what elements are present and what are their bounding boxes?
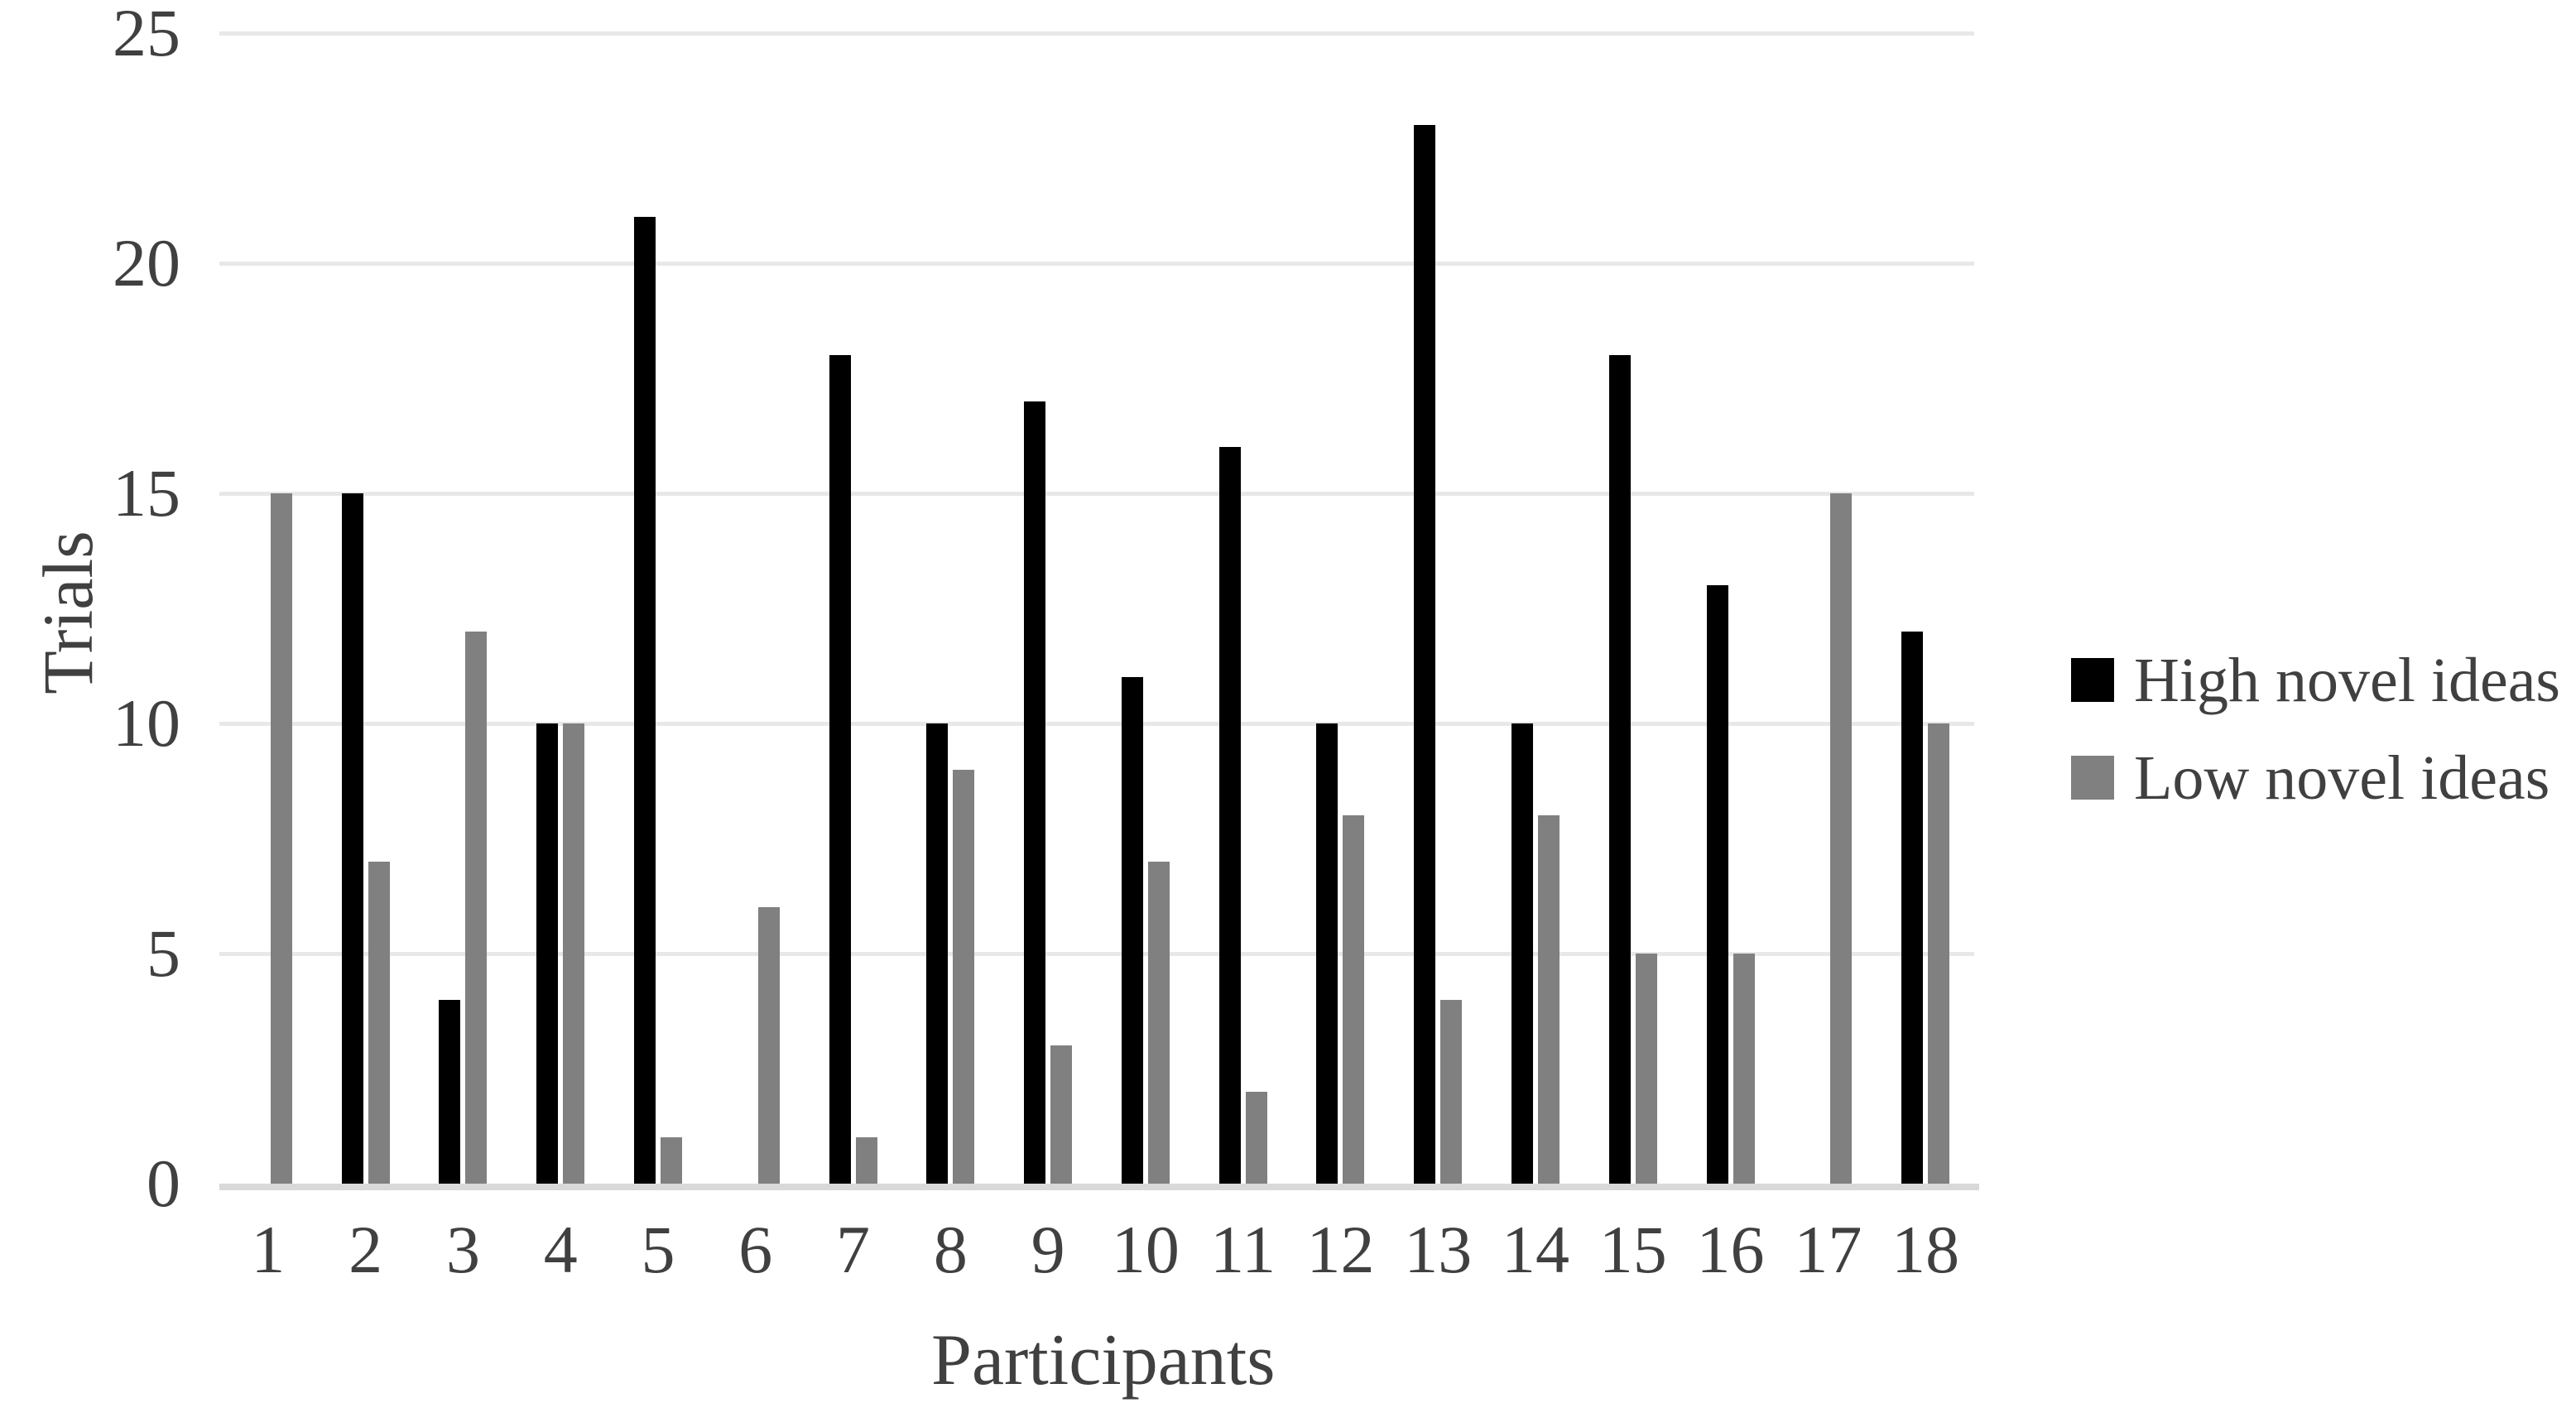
gridline-y-15: [219, 492, 1974, 496]
legend-swatch-low-icon: [2071, 756, 2114, 800]
x-tick-label-5: 5: [641, 1212, 675, 1287]
plot-area: [219, 31, 1974, 1184]
bar-low-participant-11: [1245, 1091, 1267, 1184]
gridline-y-10: [219, 722, 1974, 726]
bar-low-participant-14: [1538, 815, 1560, 1184]
bar-low-participant-10: [1147, 861, 1170, 1184]
legend-item-high-novel-ideas: High novel ideas: [2071, 649, 2560, 712]
x-tick-label-3: 3: [445, 1212, 480, 1287]
x-tick-label-16: 16: [1696, 1212, 1765, 1287]
x-tick-label-9: 9: [1031, 1212, 1065, 1287]
bar-low-participant-1: [270, 493, 292, 1184]
bar-high-participant-9: [1024, 401, 1046, 1184]
bar-low-participant-4: [563, 723, 585, 1184]
y-tick-label-15: 15: [113, 455, 180, 531]
x-tick-label-15: 15: [1598, 1212, 1667, 1287]
x-tick-label-4: 4: [543, 1212, 578, 1287]
legend-swatch-high-icon: [2071, 658, 2114, 702]
bar-low-participant-16: [1733, 954, 1755, 1184]
y-tick-label-10: 10: [113, 685, 180, 761]
gridline-y-25: [219, 31, 1974, 36]
bar-high-participant-13: [1414, 125, 1436, 1184]
x-tick-label-11: 11: [1210, 1212, 1276, 1287]
bar-low-participant-2: [368, 861, 390, 1184]
x-tick-label-8: 8: [933, 1212, 968, 1287]
bar-high-participant-10: [1121, 677, 1143, 1184]
bar-high-participant-11: [1218, 447, 1241, 1184]
x-tick-label-14: 14: [1502, 1212, 1569, 1287]
bar-high-participant-2: [341, 493, 363, 1184]
bar-high-participant-14: [1511, 723, 1533, 1184]
legend: High novel ideas Low novel ideas: [2071, 649, 2560, 853]
y-tick-label-0: 0: [147, 1146, 180, 1221]
bar-low-participant-12: [1343, 815, 1365, 1184]
legend-label-low: Low novel ideas: [2134, 742, 2550, 813]
bar-low-participant-6: [757, 907, 780, 1184]
bar-low-participant-18: [1928, 723, 1950, 1184]
bar-low-participant-7: [855, 1137, 877, 1184]
bar-high-participant-12: [1316, 723, 1338, 1184]
x-axis-title: Participants: [931, 1320, 1276, 1401]
x-tick-label-10: 10: [1111, 1212, 1180, 1287]
x-tick-label-7: 7: [836, 1212, 871, 1287]
x-tick-label-1: 1: [251, 1212, 286, 1287]
gridline-y-5: [219, 952, 1974, 956]
bar-high-participant-4: [536, 723, 559, 1184]
bar-high-participant-3: [439, 999, 461, 1184]
bar-low-participant-15: [1635, 954, 1657, 1184]
bar-low-participant-3: [465, 631, 488, 1184]
x-axis-baseline: [219, 1184, 1979, 1190]
x-tick-label-2: 2: [348, 1212, 383, 1287]
bar-low-participant-5: [661, 1137, 682, 1184]
bar-high-participant-7: [829, 355, 851, 1184]
legend-label-high: High novel ideas: [2134, 645, 2561, 715]
bar-high-participant-8: [926, 723, 949, 1184]
legend-item-low-novel-ideas: Low novel ideas: [2071, 747, 2560, 810]
bar-high-participant-15: [1608, 355, 1631, 1184]
bar-high-participant-18: [1901, 631, 1924, 1184]
y-tick-label-20: 20: [113, 225, 180, 300]
bar-low-participant-8: [953, 769, 975, 1184]
x-tick-label-6: 6: [738, 1212, 773, 1287]
y-tick-label-5: 5: [147, 915, 180, 991]
bar-high-participant-16: [1706, 585, 1728, 1184]
x-tick-label-12: 12: [1306, 1212, 1375, 1287]
gridline-y-20: [219, 262, 1974, 266]
y-tick-label-25: 25: [113, 0, 180, 70]
bar-low-participant-9: [1050, 1045, 1073, 1184]
x-tick-label-18: 18: [1891, 1212, 1960, 1287]
x-tick-label-13: 13: [1404, 1212, 1473, 1287]
bar-high-participant-5: [634, 217, 656, 1184]
bar-low-participant-13: [1440, 999, 1463, 1184]
x-tick-label-17: 17: [1794, 1212, 1862, 1287]
bar-low-participant-17: [1830, 493, 1853, 1184]
